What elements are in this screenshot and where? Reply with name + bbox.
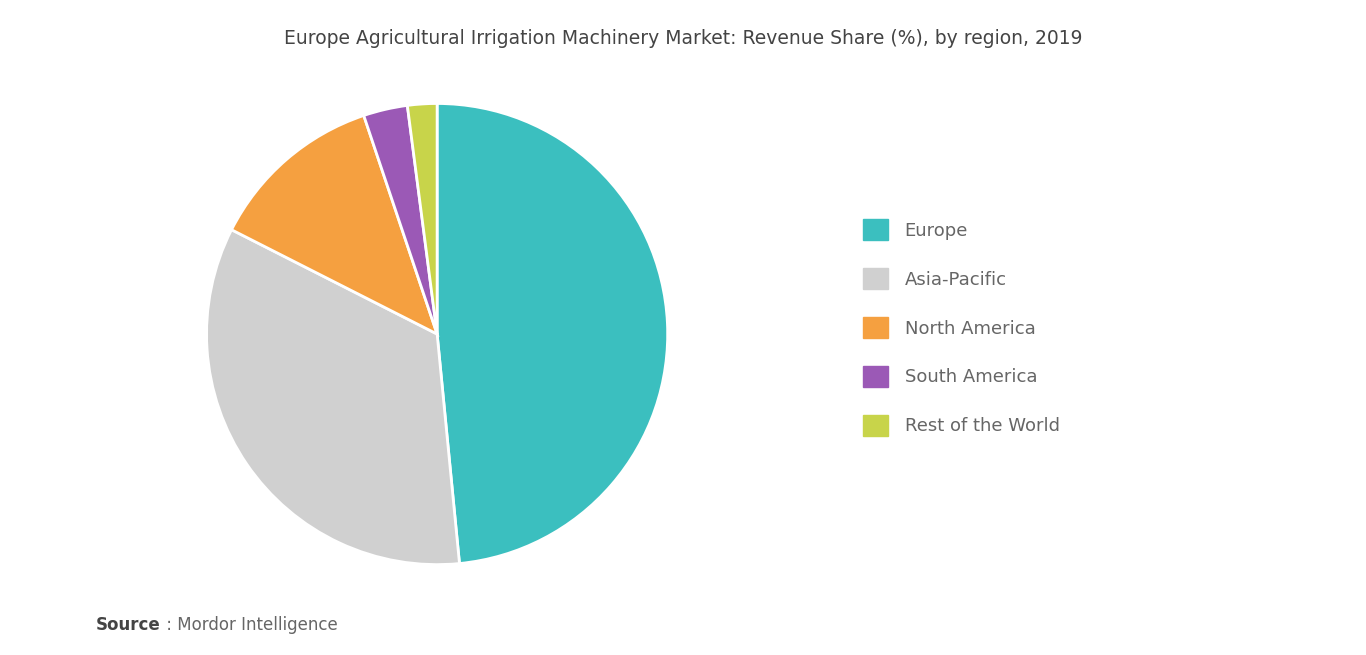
Wedge shape — [231, 115, 437, 334]
Wedge shape — [363, 105, 437, 334]
Text: : Mordor Intelligence: : Mordor Intelligence — [161, 616, 337, 634]
Text: Europe Agricultural Irrigation Machinery Market: Revenue Share (%), by region, 2: Europe Agricultural Irrigation Machinery… — [284, 29, 1082, 48]
Text: Source: Source — [96, 616, 160, 634]
Wedge shape — [437, 103, 668, 563]
Wedge shape — [407, 103, 437, 334]
Legend: Europe, Asia-Pacific, North America, South America, Rest of the World: Europe, Asia-Pacific, North America, Sou… — [856, 212, 1067, 443]
Wedge shape — [206, 230, 459, 565]
